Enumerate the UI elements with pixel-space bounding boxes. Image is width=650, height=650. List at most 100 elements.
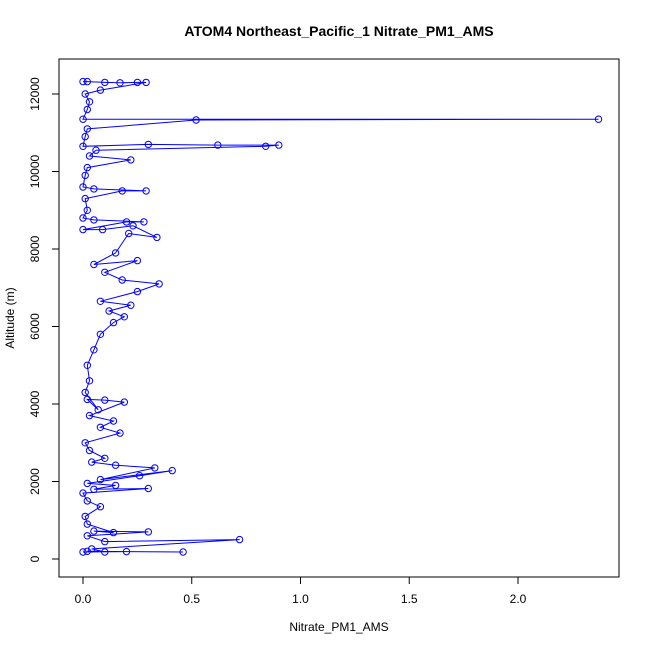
data-point xyxy=(96,503,105,511)
data-point xyxy=(85,377,94,385)
data-point xyxy=(79,225,87,234)
data-point xyxy=(101,396,109,404)
x-tick-label: 0.0 xyxy=(75,592,92,606)
data-point xyxy=(101,548,109,556)
data-point xyxy=(83,532,92,540)
data-point xyxy=(192,116,200,124)
data-point xyxy=(85,411,94,420)
data-point xyxy=(83,497,92,505)
data-point xyxy=(151,464,159,472)
data-point xyxy=(90,260,98,269)
data-point xyxy=(90,527,98,535)
data-point xyxy=(81,171,89,180)
data-point xyxy=(262,142,270,151)
data-point xyxy=(120,313,129,321)
data-point xyxy=(133,256,142,265)
data-point xyxy=(118,276,126,284)
data-point xyxy=(127,156,135,164)
data-point xyxy=(79,214,87,222)
data-point xyxy=(96,330,105,338)
data-point xyxy=(109,528,118,537)
x-axis: 0.0 0.5 1.0 1.5 2.0 xyxy=(75,576,527,606)
data-point xyxy=(83,395,92,404)
y-tick-label: 10000 xyxy=(28,154,42,188)
data-point xyxy=(90,485,98,493)
data-point xyxy=(79,489,87,497)
data-point xyxy=(83,479,92,488)
data-point xyxy=(101,268,109,276)
data-point xyxy=(81,132,89,141)
data-point xyxy=(81,512,89,521)
data-point xyxy=(83,547,92,555)
x-tick-label: 0.5 xyxy=(183,592,200,606)
x-axis-label: Nitrate_PM1_AMS xyxy=(289,620,388,634)
data-point xyxy=(83,125,92,133)
data-point xyxy=(83,77,92,86)
data-point xyxy=(79,142,87,151)
data-point xyxy=(144,140,153,149)
data-point xyxy=(101,454,109,462)
data-point xyxy=(81,194,89,203)
data-point xyxy=(111,249,120,257)
data-point xyxy=(81,90,89,98)
data-point xyxy=(122,547,131,556)
y-tick-label: 6000 xyxy=(28,313,42,340)
data-point xyxy=(133,287,142,296)
data-point xyxy=(142,187,150,195)
data-point xyxy=(111,481,120,490)
data-point xyxy=(79,115,87,123)
data-point xyxy=(81,439,89,447)
data-point xyxy=(83,163,92,172)
data-point xyxy=(79,548,87,556)
data-point xyxy=(85,98,94,106)
data-point xyxy=(85,152,94,160)
data-point xyxy=(96,475,105,484)
data-point xyxy=(594,115,603,123)
data-point xyxy=(133,78,142,87)
x-tick-label: 1.0 xyxy=(292,592,309,606)
data-point xyxy=(168,466,176,475)
data-point xyxy=(144,484,153,493)
x-tick-label: 1.5 xyxy=(401,592,418,606)
data-point xyxy=(90,185,98,193)
data-point xyxy=(179,548,187,556)
data-point xyxy=(125,229,133,238)
data-point xyxy=(116,429,124,437)
data-point xyxy=(81,388,89,397)
data-point xyxy=(96,86,105,94)
data-point xyxy=(122,218,131,226)
data-point xyxy=(135,472,144,480)
x-tick-label: 2.0 xyxy=(510,592,527,606)
y-tick-label: 12000 xyxy=(28,77,42,111)
y-axis: 0 2000 4000 6000 8000 10000 12000 xyxy=(28,77,60,562)
data-point xyxy=(79,77,87,86)
data-point xyxy=(83,206,92,215)
data-point xyxy=(79,183,87,191)
data-point xyxy=(83,105,92,114)
y-tick-label: 8000 xyxy=(28,235,42,262)
data-point xyxy=(98,225,107,234)
data-point xyxy=(85,446,94,455)
data-point xyxy=(109,417,118,425)
data-point xyxy=(96,297,105,305)
data-point xyxy=(90,216,98,224)
data-point xyxy=(88,458,96,466)
data-point xyxy=(88,545,96,553)
data-point xyxy=(96,423,105,431)
data-point xyxy=(109,318,118,327)
data-point xyxy=(116,79,124,87)
data-point xyxy=(101,537,109,546)
data-point xyxy=(111,461,120,469)
data-point xyxy=(235,535,244,544)
y-tick-label: 2000 xyxy=(28,468,42,495)
data-point xyxy=(92,146,100,154)
data-point xyxy=(140,218,148,226)
data-point xyxy=(214,141,222,149)
data-point xyxy=(90,346,98,354)
data-point xyxy=(129,222,137,230)
data-point xyxy=(120,398,129,406)
chart-title: ATOM4 Northeast_Pacific_1 Nitrate_PM1_AM… xyxy=(184,23,493,39)
data-point xyxy=(153,233,161,242)
